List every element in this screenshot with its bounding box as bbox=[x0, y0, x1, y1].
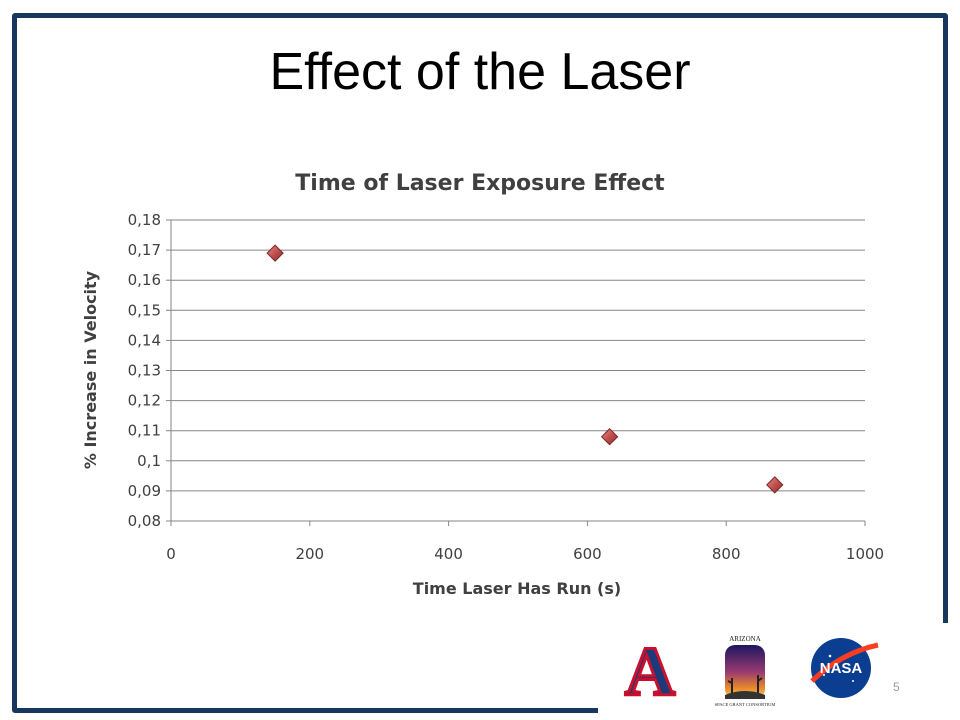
axes bbox=[166, 219, 866, 526]
y-tick-label: 0,12 bbox=[128, 392, 161, 410]
y-tick-label: 0,09 bbox=[128, 482, 161, 500]
chart-title: Time of Laser Exposure Effect bbox=[295, 171, 665, 196]
sponsor-logos: A ARIZONA SPACE GRANT CONSORTIUM bbox=[623, 633, 879, 713]
y-tick-label: 0,1 bbox=[137, 452, 161, 470]
logo-panel: A ARIZONA SPACE GRANT CONSORTIUM bbox=[598, 623, 948, 713]
page-number: 5 bbox=[893, 680, 900, 694]
y-axis-label: % Increase in Velocity bbox=[81, 270, 100, 469]
slide-frame bbox=[12, 13, 948, 713]
svg-text:A: A bbox=[625, 634, 676, 711]
data-point bbox=[766, 476, 784, 494]
university-of-arizona-logo: A bbox=[623, 633, 677, 713]
slide-title: Effect of the Laser bbox=[269, 43, 691, 101]
y-tick-label: 0,08 bbox=[128, 512, 161, 530]
x-tick-label: 800 bbox=[712, 545, 741, 563]
data-point bbox=[600, 428, 619, 446]
nasa-logo: NASA bbox=[810, 638, 879, 698]
x-tick-label: 600 bbox=[573, 545, 602, 563]
svg-text:SPACE GRANT CONSORTIUM: SPACE GRANT CONSORTIUM bbox=[715, 702, 776, 707]
y-tick-label: 0,18 bbox=[128, 211, 161, 229]
x-axis-label: Time Laser Has Run (s) bbox=[413, 579, 621, 598]
y-tick-label: 0,11 bbox=[128, 422, 161, 440]
y-tick-label: 0,16 bbox=[128, 271, 161, 289]
x-tick-label: 200 bbox=[295, 545, 324, 563]
tick-labels: 0,08 0,09 0,1 0,11 0,12 0,13 0,14 0,15 0,16 0,17 0… bbox=[128, 211, 885, 563]
data-point bbox=[266, 244, 284, 262]
y-tick-label: 0,17 bbox=[128, 241, 161, 259]
arizona-space-grant-consortium-logo: ARIZONA SPACE GRANT CONSORTIUM bbox=[715, 635, 776, 707]
svg-text:NASA: NASA bbox=[820, 660, 863, 677]
data-points bbox=[266, 244, 784, 494]
y-tick-label: 0,13 bbox=[128, 362, 161, 380]
grid-lines bbox=[171, 219, 865, 492]
y-tick-label: 0,14 bbox=[128, 331, 161, 349]
y-tick-label: 0,15 bbox=[128, 301, 161, 319]
x-tick-label: 400 bbox=[434, 545, 463, 563]
x-tick-label: 1000 bbox=[846, 545, 884, 563]
x-tick-label: 0 bbox=[166, 545, 176, 563]
svg-text:ARIZONA: ARIZONA bbox=[729, 635, 761, 643]
